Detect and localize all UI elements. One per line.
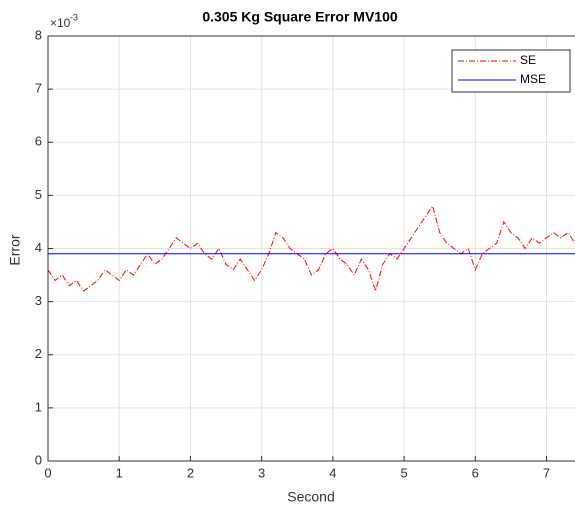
x-tick-label: 2 — [187, 465, 194, 480]
y-tick-label: 2 — [35, 346, 42, 361]
y-tick-label: 3 — [35, 293, 42, 308]
exponent-power: -3 — [70, 12, 78, 22]
legend-box — [451, 49, 571, 93]
axis-box — [47, 35, 575, 462]
y-tick-label: 4 — [35, 240, 42, 255]
y-tick-label: 5 — [35, 187, 42, 202]
legend-label: MSE — [520, 72, 546, 86]
y-tick-label: 7 — [35, 81, 42, 96]
y-axis-label: Error — [7, 234, 23, 265]
chart-title: 0.305 Kg Square Error MV100 — [202, 9, 398, 25]
x-tick-label: 4 — [329, 465, 336, 480]
x-tick-label: 6 — [472, 465, 479, 480]
exponent-base: ×10 — [50, 16, 71, 30]
x-tick-label: 5 — [400, 465, 407, 480]
series-line — [48, 204, 575, 293]
x-tick-label: 3 — [258, 465, 265, 480]
x-tick-label: 0 — [44, 465, 51, 480]
legend-label: SE — [520, 53, 536, 67]
x-tick-label: 1 — [116, 465, 123, 480]
x-tick-label: 7 — [543, 465, 550, 480]
y-tick-label: 1 — [35, 399, 42, 414]
y-tick-label: 0 — [35, 452, 42, 467]
x-axis-label: Second — [287, 489, 334, 505]
y-tick-label: 6 — [35, 134, 42, 149]
y-tick-label: 8 — [35, 27, 42, 42]
